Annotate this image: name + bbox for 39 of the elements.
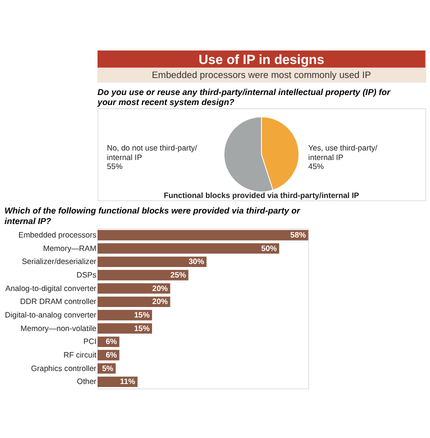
data-label: 20% xyxy=(152,297,168,306)
data-label: 58% xyxy=(290,230,306,240)
bar xyxy=(98,296,170,307)
data-label: 15% xyxy=(134,310,150,320)
data-label: 50% xyxy=(261,244,277,253)
data-label: 25% xyxy=(170,270,186,280)
y-tick-label: Digital-to-analog converter xyxy=(4,310,97,320)
bar xyxy=(98,256,207,268)
y-tick-label: Embedded processors xyxy=(18,230,96,240)
text: Functional blocks provided via third-party/internal IP xyxy=(164,191,360,200)
data-label: 11% xyxy=(120,377,136,386)
chart-title: Do you use or reuse any third-party/internal intellectual property (IP) for your most recent system design? xyxy=(96,87,391,108)
y-tick-label: Serializer/deserializer xyxy=(22,257,97,266)
data-label: 6% xyxy=(106,337,118,346)
data-label: 20% xyxy=(152,284,168,293)
text: Embedded processors were most commonly used IP xyxy=(152,70,371,80)
y-tick-label: RF circuit xyxy=(63,350,98,360)
y-tick-label: DSPs xyxy=(76,270,96,280)
data-label: 15% xyxy=(134,324,150,333)
data-label: 6% xyxy=(106,350,118,360)
bar xyxy=(98,243,280,254)
y-tick-label: PCI xyxy=(83,337,96,346)
y-tick-label: DDR DRAM controller xyxy=(20,297,97,306)
data-label: 45% xyxy=(308,162,324,172)
data-label: 30% xyxy=(188,257,204,266)
y-tick-label: Memory—RAM xyxy=(43,244,96,253)
slice-label: No, do not use third-party/ internal IP xyxy=(106,143,198,162)
data-label: 55% xyxy=(106,162,123,172)
y-tick-label: Analog-to-digital converter xyxy=(5,284,97,293)
bar xyxy=(98,310,152,320)
text: Use of IP in designs xyxy=(198,52,324,67)
bar xyxy=(98,270,188,280)
bar xyxy=(98,230,308,240)
chart-title: Which of the following functional blocks were provided via third-party or internal IP? xyxy=(4,206,301,226)
data-label: 5% xyxy=(102,364,114,373)
y-tick-label: Other xyxy=(76,377,97,386)
y-tick-label: Graphics controller xyxy=(30,364,97,373)
y-tick-label: Memory—non-volatile xyxy=(20,324,96,333)
slice-label: Yes, use third-party/ internal IP xyxy=(308,143,378,162)
